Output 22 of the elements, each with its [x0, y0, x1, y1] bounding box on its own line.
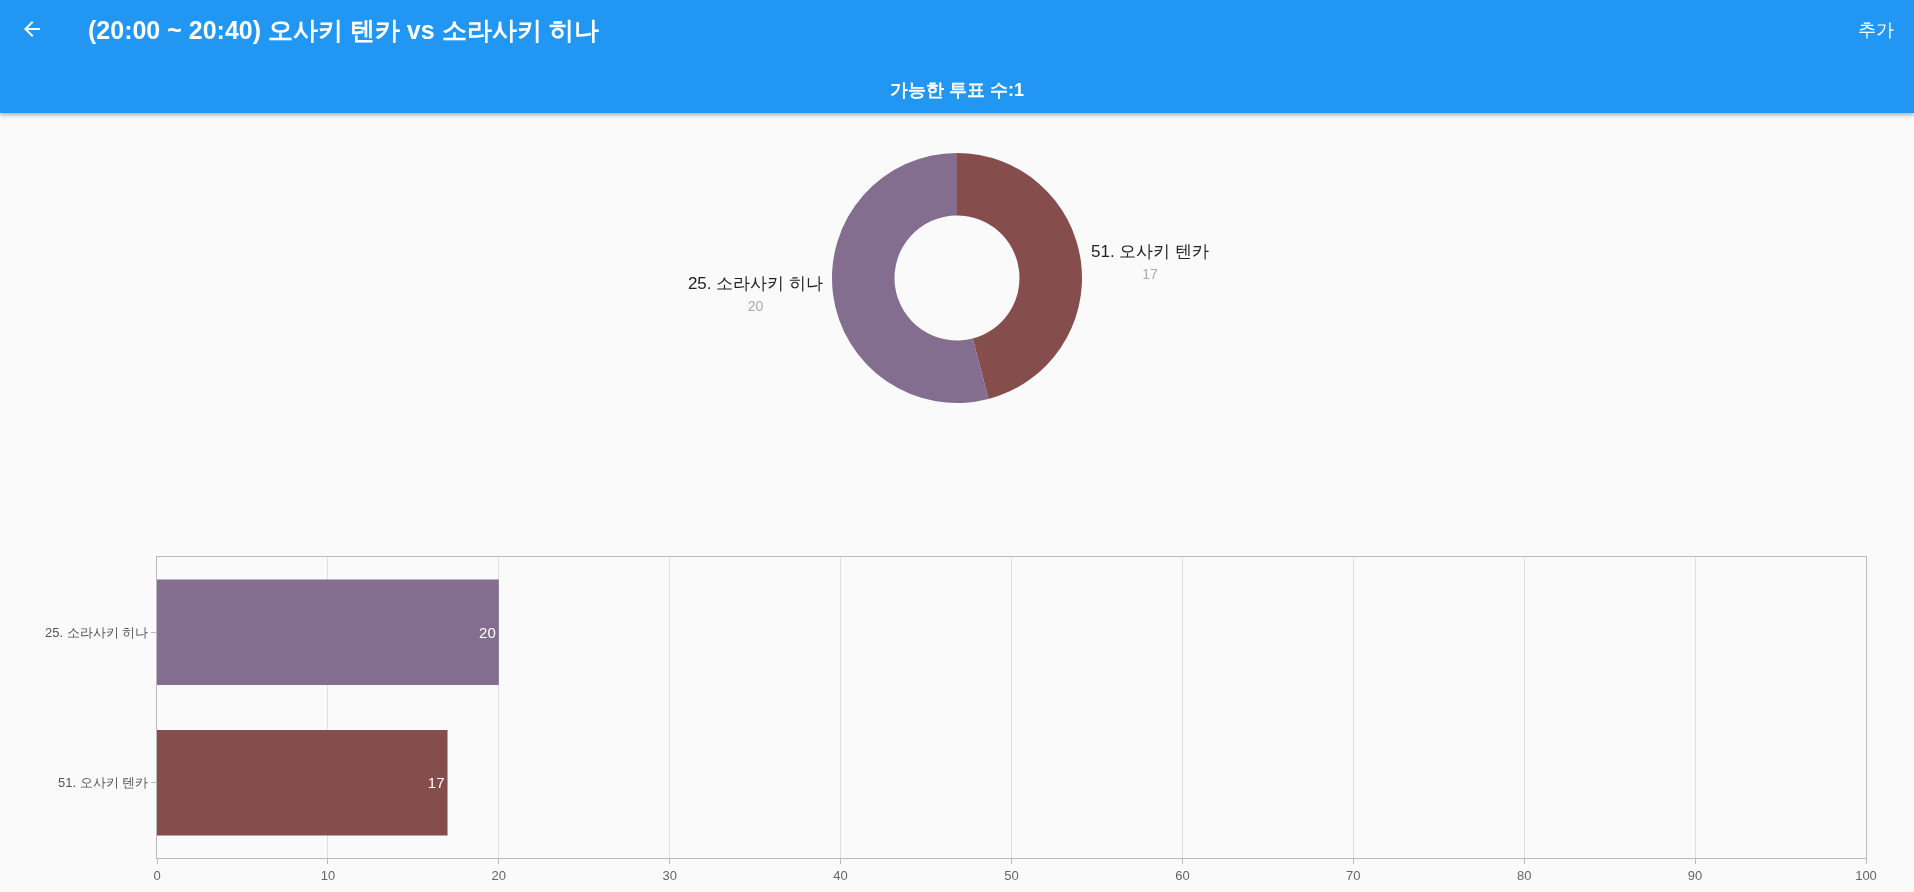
data-label: 17: [1142, 265, 1159, 282]
data-label: 17: [427, 774, 445, 792]
donut-slice: [832, 153, 989, 403]
donut-slice: [957, 153, 1082, 399]
slice-label: 51. 오사키 텐카: [1091, 241, 1210, 261]
x-tick-label: 20: [491, 867, 507, 883]
x-tick-label: 50: [1004, 867, 1019, 883]
x-tick-label: 60: [1175, 867, 1190, 883]
x-tick-label: 100: [1855, 867, 1877, 883]
x-tick-label: 10: [320, 867, 336, 883]
slice-label: 25. 소라사키 히나: [687, 274, 823, 294]
x-tick-label: 40: [833, 867, 848, 883]
x-tick-label: 0: [153, 867, 161, 883]
data-label: 20: [479, 623, 496, 641]
text: 추가: [1858, 19, 1894, 42]
data-label: 20: [747, 298, 764, 315]
x-tick-label: 80: [1516, 867, 1532, 883]
chart-subtitle: 가능한 투표 수:1: [889, 79, 1025, 102]
x-tick-label: 70: [1346, 867, 1361, 883]
x-tick-label: 90: [1687, 867, 1703, 883]
x-tick-label: 30: [662, 867, 677, 883]
text: (20:00 ~ 20:40) 오사키 텐카 vs 소라사키 히나: [88, 15, 599, 46]
